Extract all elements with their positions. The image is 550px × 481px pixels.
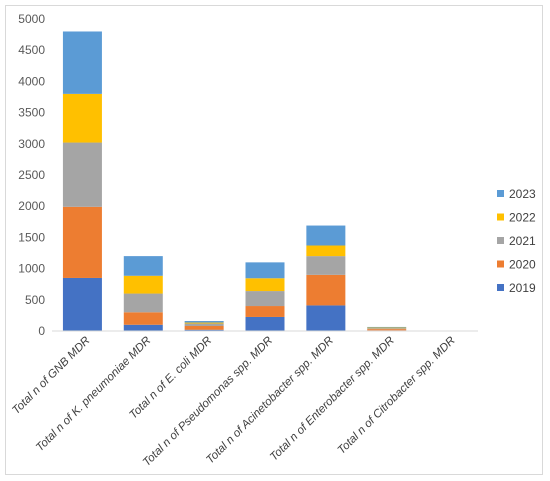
x-category-label: Total n of Acinetobacter spp. MDR: [204, 335, 336, 467]
legend: 2023 2022 2021 2020 2019: [497, 187, 536, 295]
y-tick-label: 0: [38, 324, 45, 338]
bar-segment-2020: [306, 274, 346, 306]
bar-segment-2022: [62, 93, 102, 143]
legend-label-2020: 2020: [509, 258, 536, 272]
bar-segment-2022: [184, 322, 224, 324]
bar-segment-2023: [367, 326, 407, 328]
legend-swatch-2019: [497, 284, 504, 291]
bar-segment-2021: [62, 142, 102, 207]
bar-segment-2021: [245, 291, 285, 307]
x-category-label: Total n of K. pneumoniae MDR: [34, 335, 153, 454]
y-tick-label: 3500: [18, 106, 45, 120]
y-tick-label: 2500: [18, 168, 45, 182]
bar-segment-2020: [184, 326, 224, 330]
bar-segment-2022: [367, 327, 407, 329]
bar-segment-2020: [245, 306, 285, 317]
bar-segment-2019: [245, 316, 285, 331]
legend-swatch-2020: [497, 260, 504, 268]
legend-swatch-2021: [497, 237, 504, 244]
x-category-label: Total n of Pseudomonas spp. MDR: [141, 335, 275, 469]
bar-segment-2020: [62, 206, 102, 278]
bars: [62, 31, 407, 331]
y-tick-label: 4000: [18, 74, 45, 88]
bar-segment-2023: [62, 31, 102, 94]
bar-segment-2020: [367, 329, 407, 331]
bar-segment-2020: [123, 312, 163, 325]
bar-segment-2022: [123, 275, 163, 294]
legend-swatch-2022: [497, 213, 504, 221]
bar-segment-2023: [184, 321, 224, 323]
bar-segment-2021: [184, 323, 224, 327]
bar-segment-2021: [367, 328, 407, 330]
legend-label-2021: 2021: [509, 234, 536, 248]
x-category-label: Total n of Citrobacter spp. MDR: [336, 335, 458, 457]
bar-segment-2021: [306, 256, 346, 275]
bar-segment-2022: [306, 245, 346, 257]
bar-segment-2021: [123, 293, 163, 313]
y-tick-label: 3000: [18, 137, 45, 151]
bar-segment-2022: [245, 278, 285, 292]
bar-segment-2019: [306, 305, 346, 331]
legend-label-2019: 2019: [509, 281, 536, 295]
y-tick-label: 500: [25, 293, 45, 307]
y-tick-label: 5000: [18, 12, 45, 26]
bar-segment-2019: [184, 329, 224, 331]
y-axis-tick-labels: 0 500 1000 1500 2000 2500 3000 3500 4000 4500 5000: [18, 12, 45, 338]
bar-segment-2019: [62, 277, 102, 331]
y-tick-label: 2000: [18, 199, 45, 213]
bar-segment-2023: [306, 225, 346, 246]
bar-segment-2019: [123, 324, 163, 331]
legend-label-2022: 2022: [509, 211, 536, 225]
y-tick-label: 4500: [18, 43, 45, 57]
y-tick-label: 1000: [18, 262, 45, 276]
y-tick-label: 1500: [18, 230, 45, 244]
bar-segment-2023: [123, 256, 163, 276]
legend-swatch-2023: [497, 190, 504, 197]
x-category-label: Total n of Enterobacter spp. MDR: [268, 335, 397, 464]
bar-segment-2023: [245, 262, 285, 279]
legend-label-2023: 2023: [509, 187, 536, 201]
